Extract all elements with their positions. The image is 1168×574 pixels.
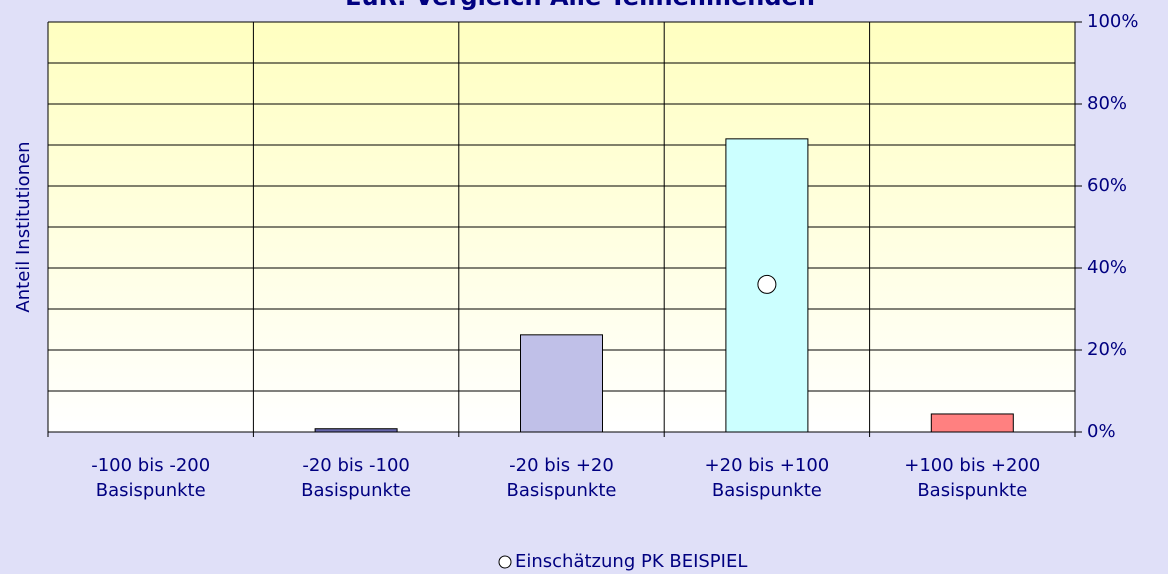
x-tick-label: Basispunkte xyxy=(96,480,206,501)
legend-marker xyxy=(498,555,512,569)
y-tick-label: 80% xyxy=(1087,93,1127,114)
x-tick-label: +100 bis +200 xyxy=(904,455,1040,476)
marker xyxy=(757,274,777,294)
x-tick-label: -20 bis +20 xyxy=(509,455,614,476)
x-tick-label: Basispunkte xyxy=(507,480,617,501)
y-tick-label: 20% xyxy=(1087,339,1127,360)
x-tick-label: Basispunkte xyxy=(917,480,1027,501)
x-tick-label: Basispunkte xyxy=(301,480,411,501)
bar xyxy=(930,413,1014,433)
y-tick-label: 60% xyxy=(1087,175,1127,196)
y-axis-label: Anteil Institutionen xyxy=(13,141,34,312)
x-tick-label: -100 bis -200 xyxy=(91,455,210,476)
y-tick-label: 100% xyxy=(1087,11,1138,32)
y-tick-label: 0% xyxy=(1087,421,1116,442)
x-tick-label: +20 bis +100 xyxy=(705,455,830,476)
x-tick-label: -20 bis -100 xyxy=(302,455,410,476)
bar xyxy=(314,428,398,433)
y-tick-label: 40% xyxy=(1087,257,1127,278)
x-tick-label: Basispunkte xyxy=(712,480,822,501)
bar xyxy=(520,334,603,433)
legend-label: Einschätzung PK BEISPIEL xyxy=(515,551,747,572)
chart-title: EuR: Vergleich Alle Teilnehmenden xyxy=(345,0,815,11)
